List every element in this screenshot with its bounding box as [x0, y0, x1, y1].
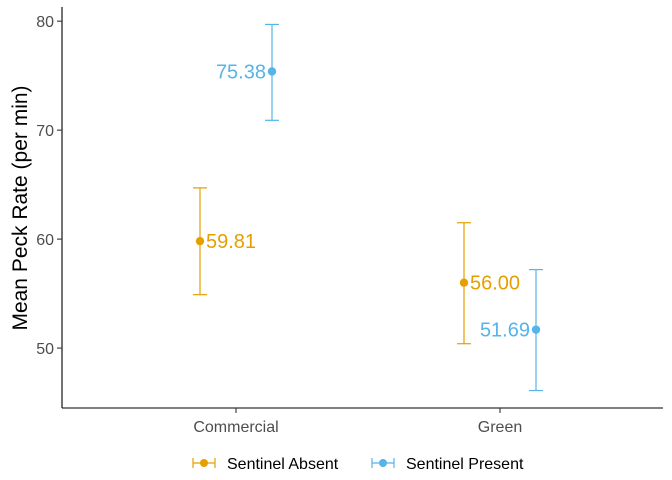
- y-tick-label: 60: [36, 232, 54, 249]
- data-point: [195, 236, 205, 246]
- y-axis-title: Mean Peck Rate (per min): [9, 85, 32, 330]
- data-label: 56.00: [470, 273, 520, 295]
- y-tick-label: 50: [36, 341, 54, 358]
- legend-label: Sentinel Absent: [227, 456, 339, 473]
- legend-key-point: [200, 459, 208, 467]
- legend-item: Sentinel Absent: [192, 456, 339, 473]
- legend-label: Sentinel Present: [406, 456, 524, 473]
- x-tick-label: Green: [478, 419, 522, 436]
- legend-item: Sentinel Present: [371, 456, 524, 473]
- chart-marks: 59.81 56.00 75.38 51.69: [193, 23, 543, 392]
- y-ticks: 50 60 70 80: [36, 14, 62, 358]
- data-label: 59.81: [206, 231, 256, 253]
- legend: Sentinel Absent Sentinel Present: [192, 456, 524, 473]
- data-label: 51.69: [480, 320, 530, 342]
- legend-key-point: [379, 459, 387, 467]
- data-label: 75.38: [216, 62, 266, 84]
- data-point: [459, 278, 469, 287]
- y-tick-label: 70: [36, 123, 54, 140]
- data-point: [531, 325, 541, 334]
- x-ticks: Commercial Green: [193, 408, 522, 436]
- x-tick-label: Commercial: [193, 419, 278, 436]
- data-point: [267, 67, 277, 76]
- axes: [61, 7, 663, 409]
- y-tick-label: 80: [36, 14, 54, 31]
